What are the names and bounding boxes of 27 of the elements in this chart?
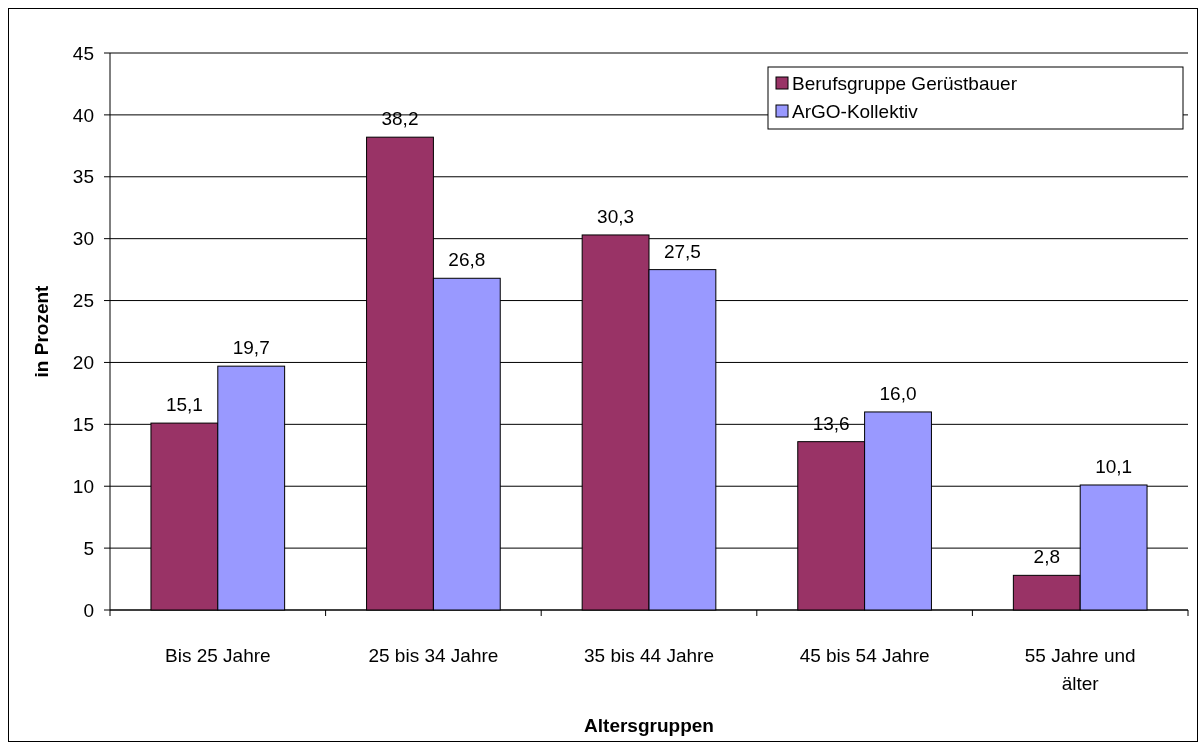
data-label: 15,1 bbox=[165, 394, 203, 416]
legend-label: Berufsgruppe Gerüstbauer bbox=[792, 72, 1018, 94]
x-tick-label: Bis 25 Jahre bbox=[164, 645, 271, 666]
data-label: 2,8 bbox=[1033, 546, 1060, 568]
y-tick-label: 0 bbox=[83, 599, 94, 621]
data-label: 27,5 bbox=[663, 240, 701, 262]
y-tick-label: 30 bbox=[72, 228, 94, 250]
y-axis-title: in Prozent bbox=[31, 284, 52, 378]
y-tick-label: 45 bbox=[72, 42, 94, 64]
x-tick-label: 55 Jahre und älter bbox=[1024, 645, 1136, 694]
y-tick-label: 5 bbox=[83, 537, 94, 559]
legend-label: ArGO-Kollektiv bbox=[792, 100, 919, 122]
data-label: 10,1 bbox=[1095, 455, 1133, 477]
x-axis-title: Altersgruppen bbox=[584, 715, 714, 736]
y-tick-label: 20 bbox=[72, 352, 94, 374]
x-tick-label: 45 bis 54 Jahre bbox=[799, 645, 930, 666]
y-tick-label: 25 bbox=[72, 290, 94, 312]
x-tick-label: 25 bis 34 Jahre bbox=[368, 645, 499, 666]
y-tick-label: 10 bbox=[72, 475, 94, 497]
data-label: 26,8 bbox=[448, 249, 486, 271]
y-tick-label: 15 bbox=[72, 413, 94, 435]
data-label: 30,3 bbox=[597, 205, 635, 227]
y-tick-label: 40 bbox=[72, 104, 94, 126]
data-label: 19,7 bbox=[232, 337, 270, 359]
y-tick-label: 35 bbox=[72, 166, 94, 188]
x-tick-label: 35 bis 44 Jahre bbox=[584, 645, 714, 666]
data-label: 16,0 bbox=[879, 382, 917, 404]
